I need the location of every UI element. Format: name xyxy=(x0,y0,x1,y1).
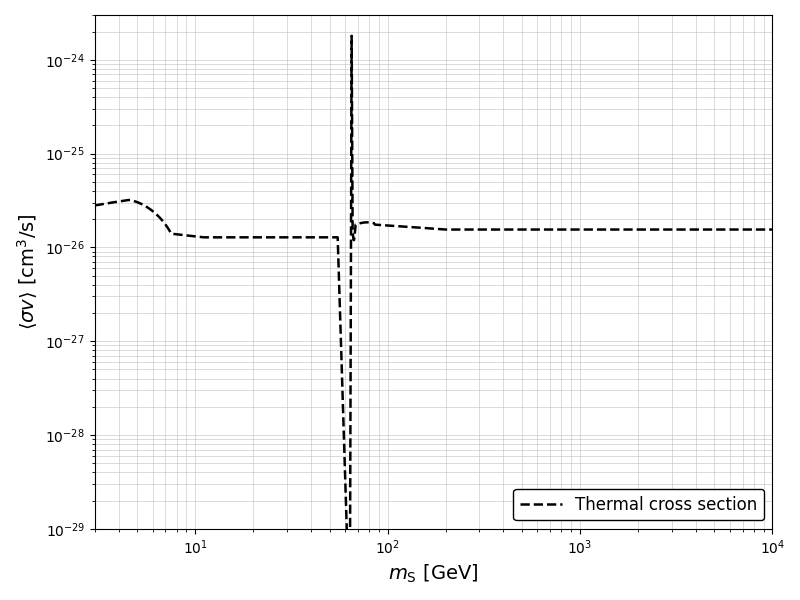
Thermal cross section xyxy=(358,219,367,226)
Y-axis label: $\langle \sigma v \rangle$ [cm$^3$/s]: $\langle \sigma v \rangle$ [cm$^3$/s] xyxy=(15,214,40,330)
Thermal cross section xyxy=(206,234,215,241)
Line: Thermal cross section: Thermal cross section xyxy=(94,36,772,557)
Thermal cross section xyxy=(346,205,356,212)
Legend: Thermal cross section: Thermal cross section xyxy=(514,489,764,520)
Thermal cross section xyxy=(135,200,145,207)
Thermal cross section xyxy=(90,202,99,209)
Thermal cross section xyxy=(767,226,777,233)
X-axis label: $m_{\mathrm{S}}$ [GeV]: $m_{\mathrm{S}}$ [GeV] xyxy=(388,563,478,585)
Thermal cross section xyxy=(347,32,357,40)
Thermal cross section xyxy=(342,553,352,560)
Thermal cross section xyxy=(346,498,355,505)
Thermal cross section xyxy=(344,553,354,560)
